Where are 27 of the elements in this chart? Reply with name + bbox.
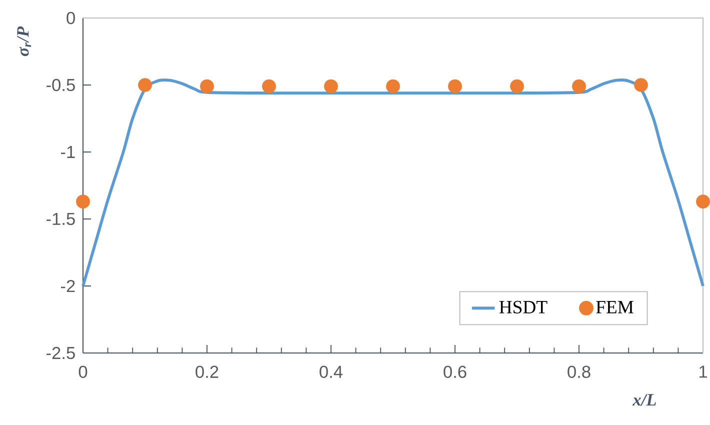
y-tick-label: -1: [60, 146, 75, 158]
point: [448, 79, 462, 94]
x-tick-label: 0.8: [568, 366, 590, 378]
x-tick-label: 0.4: [320, 366, 343, 378]
y-tick-label: -1.5: [46, 212, 75, 226]
y-tick-label: -2: [60, 280, 75, 292]
y-tick-label: -0.5: [46, 78, 75, 92]
legend-label: HSDT: [499, 300, 548, 314]
y-tick-label: -2.5: [46, 346, 75, 360]
point: [510, 79, 524, 94]
x-tick-label: 0: [78, 366, 88, 378]
x-tick-label: 1: [700, 366, 707, 378]
point: [200, 79, 214, 94]
point: [386, 79, 400, 94]
legend-label: FEM: [596, 300, 634, 314]
point: [634, 78, 648, 92]
point: [138, 78, 152, 92]
x-tick-label: 0.6: [444, 366, 466, 378]
line-series: [82, 78, 704, 288]
y-tick-label: 0: [66, 12, 75, 24]
x-axis-title: x/L: [632, 394, 656, 406]
x-tick-label: 0.2: [196, 366, 218, 378]
point: [572, 79, 586, 94]
text: σ$_{r}$/P: [17, 26, 32, 56]
point: [262, 79, 276, 94]
point: [76, 194, 90, 209]
point: [324, 79, 338, 94]
